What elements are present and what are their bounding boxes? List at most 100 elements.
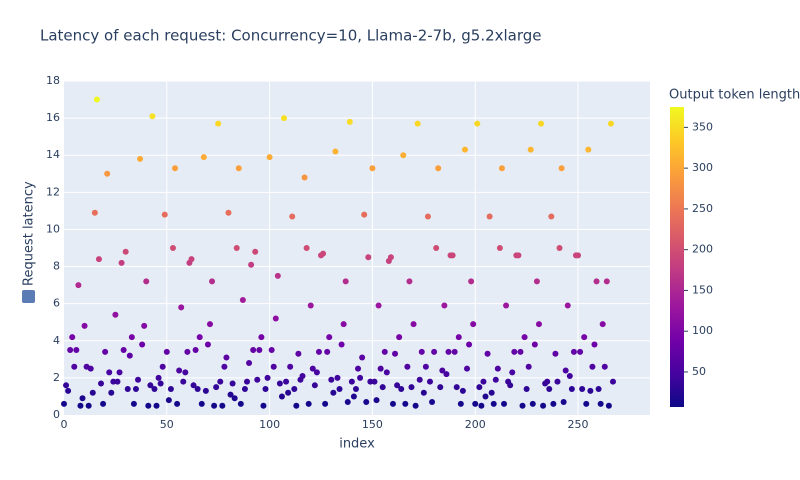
point [511, 348, 518, 355]
point [324, 348, 331, 355]
point [153, 402, 160, 409]
point [605, 402, 612, 409]
point [293, 402, 300, 409]
point [338, 341, 345, 348]
point [287, 363, 294, 370]
point [256, 347, 263, 354]
points [61, 96, 616, 409]
colorbar-tick-label: 100 [692, 324, 713, 337]
point [311, 382, 318, 389]
point [466, 341, 473, 348]
point [243, 378, 250, 385]
point [120, 347, 127, 354]
point [601, 363, 608, 370]
point [359, 354, 366, 361]
point [75, 282, 82, 289]
point [404, 363, 411, 370]
point [141, 322, 148, 329]
point [130, 400, 137, 407]
point [488, 389, 495, 396]
point [268, 347, 275, 354]
point [135, 376, 142, 383]
point [496, 245, 503, 251]
point [307, 302, 314, 309]
point [98, 380, 105, 387]
point [118, 259, 125, 266]
point [102, 348, 109, 355]
point [587, 387, 594, 394]
point [332, 148, 339, 155]
point [278, 393, 285, 400]
point [400, 152, 407, 159]
point [215, 120, 222, 127]
point [416, 376, 423, 383]
point [182, 369, 189, 376]
point [377, 365, 384, 372]
point [301, 174, 308, 181]
point [350, 393, 357, 400]
point [494, 365, 501, 372]
point [313, 369, 320, 376]
y-tick-label: 2 [53, 371, 60, 384]
point [85, 402, 92, 409]
point [342, 278, 349, 285]
point [213, 384, 220, 391]
colorbar-tick-label: 350 [692, 120, 713, 133]
point [437, 384, 444, 391]
colorbar-title: Output token length [669, 88, 800, 103]
point [414, 120, 421, 127]
x-tick-label: 50 [160, 418, 174, 431]
point [167, 386, 174, 393]
point [431, 348, 438, 355]
point [392, 350, 399, 357]
point [591, 341, 598, 348]
point [93, 96, 100, 103]
point [597, 400, 604, 407]
point [126, 352, 133, 359]
point [163, 348, 170, 355]
point [365, 254, 372, 261]
point [100, 400, 107, 407]
point [538, 120, 545, 127]
point [108, 389, 115, 396]
point [451, 348, 458, 355]
point [577, 348, 584, 355]
x-tick-label: 200 [465, 418, 486, 431]
point [330, 389, 337, 396]
point [289, 213, 296, 220]
point [260, 402, 267, 409]
point [262, 386, 269, 393]
point [172, 165, 179, 172]
point [457, 400, 464, 407]
point [145, 402, 152, 409]
point [344, 399, 351, 406]
point [548, 213, 555, 220]
point [441, 302, 448, 309]
point [381, 348, 388, 355]
point [149, 113, 156, 120]
point [200, 154, 207, 161]
point [383, 369, 390, 376]
point [266, 154, 273, 161]
point [357, 374, 364, 381]
point [484, 350, 491, 357]
point [517, 348, 524, 355]
point [77, 402, 84, 409]
point [453, 384, 460, 391]
point [291, 386, 298, 393]
point [71, 363, 78, 370]
y-tick-label: 16 [46, 111, 60, 124]
chart-title: Latency of each request: Concurrency=10,… [40, 27, 542, 45]
point [264, 374, 271, 381]
point [157, 380, 164, 387]
point [190, 382, 197, 389]
point [192, 347, 199, 354]
point [233, 245, 240, 251]
point [525, 363, 532, 370]
point [486, 213, 493, 220]
point [439, 367, 446, 374]
point [474, 120, 481, 127]
point [509, 369, 516, 376]
point [211, 402, 218, 409]
point [322, 400, 329, 407]
